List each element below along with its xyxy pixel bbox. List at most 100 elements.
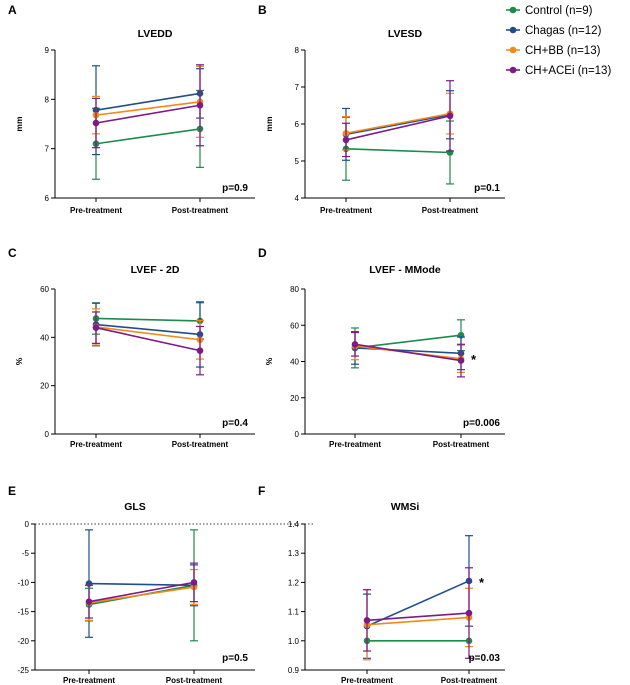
panel-letter: E xyxy=(8,484,16,498)
data-point xyxy=(457,357,465,364)
y-tick-label: -10 xyxy=(17,578,29,587)
y-tick-label: 9 xyxy=(45,46,50,55)
x-tick-label: Post-treatment xyxy=(422,206,479,215)
series-1 xyxy=(92,301,204,368)
y-tick-label: 8 xyxy=(45,95,50,104)
series-1 xyxy=(363,535,473,659)
data-point xyxy=(85,598,93,605)
data-point xyxy=(465,609,473,617)
series-line xyxy=(95,317,201,322)
y-tick-label: 1.4 xyxy=(288,520,300,529)
legend-label: CH+ACEi (n=13) xyxy=(525,65,611,77)
series-1 xyxy=(85,529,198,638)
panel-f: F WMSi 0.9 1.0 1.1 1.2 1.3 1.4 Pre-treatment Post… xyxy=(258,484,505,685)
data-point xyxy=(196,347,204,354)
series-3 xyxy=(85,562,198,619)
p-value: p=0.006 xyxy=(463,418,500,429)
y-tick-label: 0 xyxy=(295,430,300,439)
data-point xyxy=(190,579,198,586)
y-tick-label: 0 xyxy=(45,430,50,439)
series-line xyxy=(366,616,470,626)
chart-title: LVESD xyxy=(388,28,423,40)
chart-title: GLS xyxy=(124,501,146,513)
legend-item: CH+ACEi (n=13) xyxy=(506,65,611,77)
y-tick-label: 6 xyxy=(45,194,50,203)
y-axis-label: mm xyxy=(14,116,24,132)
p-value: p=0.03 xyxy=(469,653,501,664)
data-point xyxy=(342,136,350,144)
panel-letter: D xyxy=(258,246,267,260)
chart-title: WMSi xyxy=(391,501,420,513)
y-axis-label: % xyxy=(14,357,24,365)
panel-letter: B xyxy=(258,3,267,17)
series-2 xyxy=(342,92,454,151)
series-line xyxy=(95,92,201,111)
y-tick-label: 8 xyxy=(295,46,300,55)
y-tick-label: 60 xyxy=(290,321,299,330)
y-tick-label: -20 xyxy=(17,637,29,646)
p-value: p=0.1 xyxy=(474,183,500,194)
chart-title: LVEF - 2D xyxy=(131,264,180,276)
x-tick-label: Post-treatment xyxy=(441,676,498,685)
y-tick-label: 7 xyxy=(45,145,50,154)
series-line xyxy=(88,581,195,603)
data-point xyxy=(351,340,359,348)
chart-title: LVEDD xyxy=(138,28,173,40)
panel-letter: A xyxy=(8,3,17,17)
x-tick-label: Post-treatment xyxy=(172,440,229,449)
y-tick-label: 1.0 xyxy=(288,637,300,646)
legend-item: Chagas (n=12) xyxy=(506,25,602,37)
series-line xyxy=(345,147,451,154)
x-tick-label: Pre-treatment xyxy=(320,206,372,215)
data-point xyxy=(446,112,454,120)
x-tick-label: Post-treatment xyxy=(172,206,229,215)
y-tick-label: 60 xyxy=(40,285,49,294)
series-line xyxy=(95,104,201,124)
legend-item: CH+BB (n=13) xyxy=(506,45,601,57)
y-tick-label: 4 xyxy=(295,194,300,203)
x-tick-label: Pre-treatment xyxy=(329,440,381,449)
panel-letter: C xyxy=(8,246,17,260)
series-line xyxy=(345,112,451,135)
significance-star: * xyxy=(479,575,485,590)
panel-a: A LVEDD 6 7 8 9 mm Pre-treatment Post-treatment p… xyxy=(8,3,255,215)
chart-title: LVEF - MMode xyxy=(369,264,441,276)
panel-b: B LVESD 4 5 6 7 8 mm Pre-treatment Post-treatment… xyxy=(258,3,505,215)
y-tick-label: 40 xyxy=(290,358,299,367)
y-tick-label: 0.9 xyxy=(288,666,300,675)
x-tick-label: Post-treatment xyxy=(166,676,223,685)
series-line xyxy=(95,323,201,336)
y-tick-label: 6 xyxy=(295,120,300,129)
legend-label: Chagas (n=12) xyxy=(525,25,602,37)
y-tick-label: 80 xyxy=(290,285,299,294)
series-0 xyxy=(351,319,465,369)
legend-swatch-dot xyxy=(509,66,517,74)
y-tick-label: 20 xyxy=(290,394,299,403)
data-point xyxy=(92,119,100,127)
p-value: p=0.5 xyxy=(222,653,248,664)
x-tick-label: Pre-treatment xyxy=(341,676,393,685)
series-line xyxy=(88,586,195,604)
significance-star: * xyxy=(471,352,477,367)
data-point xyxy=(92,324,100,331)
legend-swatch-dot xyxy=(509,26,517,34)
series-line xyxy=(95,326,201,341)
y-tick-label: 1.3 xyxy=(288,549,300,558)
legend-item: Control (n=9) xyxy=(506,5,593,17)
y-axis-label: mm xyxy=(264,116,274,132)
legend-label: Control (n=9) xyxy=(525,5,593,17)
series-line xyxy=(345,115,451,141)
x-tick-label: Pre-treatment xyxy=(70,206,122,215)
x-tick-label: Post-treatment xyxy=(433,440,490,449)
panel-d: D LVEF - MMode 0 20 40 60 80% Pre-treatment Post… xyxy=(258,246,505,449)
y-tick-label: 1.1 xyxy=(288,608,300,617)
x-tick-label: Pre-treatment xyxy=(63,676,115,685)
series-line xyxy=(95,101,201,116)
p-value: p=0.9 xyxy=(222,183,248,194)
series-line xyxy=(95,128,201,145)
p-value: p=0.4 xyxy=(222,418,248,429)
series-3 xyxy=(363,567,473,659)
series-3 xyxy=(351,331,465,378)
y-tick-label: 0 xyxy=(25,520,30,529)
